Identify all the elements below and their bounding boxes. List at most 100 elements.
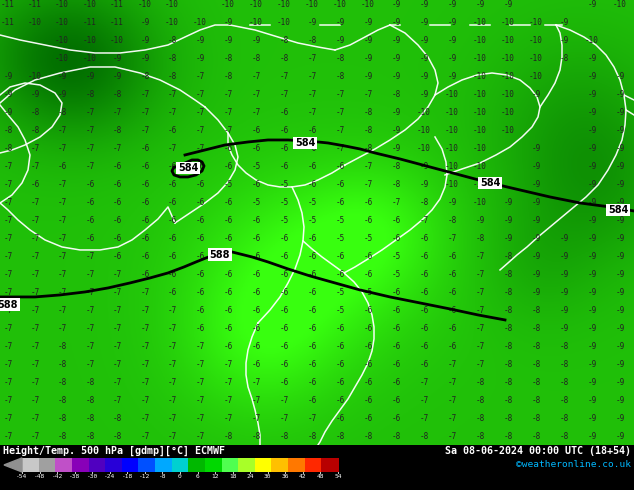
Text: -8: -8 (30, 126, 39, 135)
Text: -8: -8 (559, 378, 569, 388)
Text: -9: -9 (86, 73, 94, 81)
Text: -7: -7 (167, 415, 177, 423)
Text: -6: -6 (30, 180, 39, 190)
Text: -9: -9 (616, 145, 624, 153)
Text: -7: -7 (112, 324, 122, 333)
Text: -9: -9 (587, 234, 597, 244)
Text: -8: -8 (363, 108, 373, 118)
Text: -7: -7 (30, 252, 39, 262)
Text: -6: -6 (307, 270, 316, 279)
Text: -7: -7 (476, 306, 484, 316)
Text: -9: -9 (3, 108, 13, 118)
Text: -38: -38 (69, 474, 81, 479)
Text: -6: -6 (195, 289, 205, 297)
Text: -8: -8 (531, 378, 541, 388)
Text: -11: -11 (1, 0, 15, 9)
Text: -6: -6 (335, 163, 345, 172)
Text: -11: -11 (110, 19, 124, 27)
Text: -6: -6 (280, 145, 288, 153)
Text: -7: -7 (251, 378, 261, 388)
Text: -6: -6 (448, 343, 456, 351)
Text: -7: -7 (448, 396, 456, 405)
Text: -10: -10 (473, 19, 487, 27)
Text: -5: -5 (335, 217, 345, 225)
Text: -6: -6 (195, 180, 205, 190)
Text: -6: -6 (251, 270, 261, 279)
Text: -7: -7 (57, 198, 67, 207)
Text: -10: -10 (193, 19, 207, 27)
Text: -9: -9 (363, 54, 373, 64)
Text: -9: -9 (531, 234, 541, 244)
Text: -9: -9 (587, 163, 597, 172)
Text: -9: -9 (3, 91, 13, 99)
Text: -7: -7 (57, 252, 67, 262)
Text: -9: -9 (587, 126, 597, 135)
Text: -6: -6 (335, 396, 345, 405)
Text: -6: -6 (280, 270, 288, 279)
Text: -7: -7 (112, 343, 122, 351)
Text: -10: -10 (473, 180, 487, 190)
Text: -6: -6 (223, 343, 233, 351)
Text: -9: -9 (531, 289, 541, 297)
Text: 0: 0 (178, 474, 182, 479)
Text: -6: -6 (140, 180, 150, 190)
Text: -6: -6 (307, 126, 316, 135)
Text: -8: -8 (335, 73, 345, 81)
Text: -9: -9 (476, 217, 484, 225)
Text: -6: -6 (140, 270, 150, 279)
Text: -9: -9 (559, 36, 569, 46)
Text: -6: -6 (307, 324, 316, 333)
Text: -7: -7 (30, 270, 39, 279)
Text: -8: -8 (503, 343, 513, 351)
Text: -10: -10 (445, 163, 459, 172)
Text: -10: -10 (305, 0, 319, 9)
Text: -7: -7 (195, 343, 205, 351)
Text: -7: -7 (363, 163, 373, 172)
Text: -9: -9 (587, 432, 597, 441)
Text: -6: -6 (448, 289, 456, 297)
Text: -8: -8 (57, 108, 67, 118)
Text: 584: 584 (608, 205, 628, 215)
Text: -8: -8 (363, 432, 373, 441)
Text: -9: -9 (391, 108, 401, 118)
Text: -7: -7 (140, 361, 150, 369)
Text: -10: -10 (417, 108, 431, 118)
Text: -10: -10 (417, 145, 431, 153)
Text: 36: 36 (281, 474, 289, 479)
Text: -7: -7 (86, 163, 94, 172)
Text: -9: -9 (587, 396, 597, 405)
Text: -10: -10 (473, 126, 487, 135)
Text: -7: -7 (167, 343, 177, 351)
Text: -6: -6 (448, 306, 456, 316)
Text: -8: -8 (503, 415, 513, 423)
Text: -9: -9 (587, 91, 597, 99)
Text: -7: -7 (195, 378, 205, 388)
Text: Sa 08-06-2024 00:00 UTC (18+54): Sa 08-06-2024 00:00 UTC (18+54) (445, 446, 631, 456)
Text: -7: -7 (335, 108, 345, 118)
Text: -6: -6 (195, 252, 205, 262)
Text: -6: -6 (251, 324, 261, 333)
Text: Height/Temp. 500 hPa [gdmp][°C] ECMWF: Height/Temp. 500 hPa [gdmp][°C] ECMWF (3, 446, 225, 456)
Text: -9: -9 (616, 343, 624, 351)
Text: -7: -7 (3, 361, 13, 369)
Text: -8: -8 (335, 54, 345, 64)
Text: -7: -7 (167, 91, 177, 99)
Text: -7: -7 (280, 91, 288, 99)
Text: -8: -8 (559, 396, 569, 405)
Text: -6: -6 (335, 198, 345, 207)
Text: -10: -10 (165, 19, 179, 27)
Text: -6: -6 (140, 163, 150, 172)
Text: -6: -6 (251, 145, 261, 153)
Bar (55, 458, 72, 472)
Text: -7: -7 (86, 252, 94, 262)
Text: -7: -7 (140, 108, 150, 118)
Text: -7: -7 (167, 108, 177, 118)
Text: -7: -7 (448, 234, 456, 244)
Text: -7: -7 (307, 108, 316, 118)
Text: -10: -10 (361, 0, 375, 9)
Text: -6: -6 (335, 343, 345, 351)
Text: -7: -7 (251, 91, 261, 99)
Text: -5: -5 (307, 198, 316, 207)
Text: -6: -6 (363, 415, 373, 423)
Text: -10: -10 (501, 19, 515, 27)
